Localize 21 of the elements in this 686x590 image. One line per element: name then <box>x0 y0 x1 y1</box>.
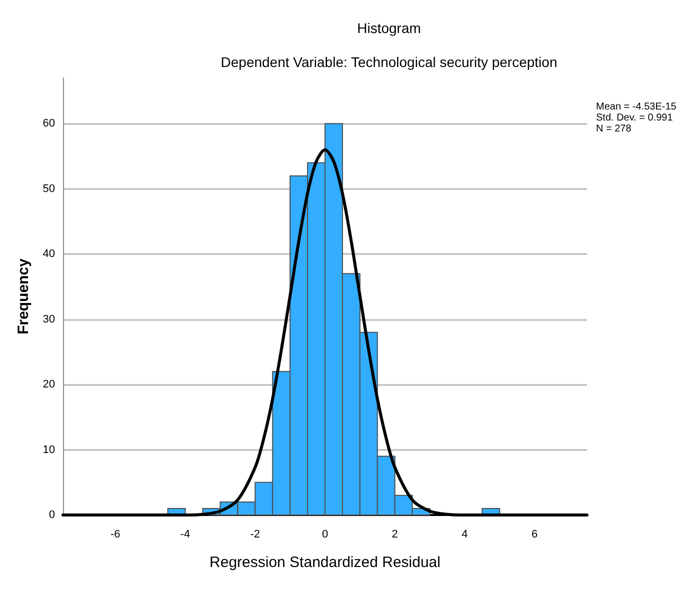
chart-title: Histogram <box>357 20 421 36</box>
chart-subtitle: Dependent Variable: Technological security perception <box>220 54 558 70</box>
y-tick-label: 20 <box>42 378 55 391</box>
y-tick-label: 10 <box>42 444 55 456</box>
y-tick-label: 60 <box>42 118 55 130</box>
x-tick-label: -6 <box>110 528 120 540</box>
y-tick-label: 50 <box>42 182 55 195</box>
x-axis-title: Regression Standardized Residual <box>210 554 440 571</box>
y-tick-label: 40 <box>42 248 55 260</box>
x-tick-label: 0 <box>322 528 328 540</box>
x-tick-label: -2 <box>250 528 260 540</box>
text: Std. Dev. = 0.991 <box>596 112 674 124</box>
x-tick-label: 6 <box>532 528 538 540</box>
y-axis-title: Frequency <box>15 258 32 334</box>
x-tick-label: -4 <box>180 528 190 540</box>
y-tick-label: 30 <box>42 313 55 326</box>
x-tick-label: 4 <box>462 528 468 540</box>
text: Mean = -4.53E-15 <box>596 102 677 112</box>
x-tick-label: 2 <box>392 528 398 540</box>
text: N = 278 <box>596 124 632 134</box>
y-tick-label: 0 <box>48 509 55 521</box>
